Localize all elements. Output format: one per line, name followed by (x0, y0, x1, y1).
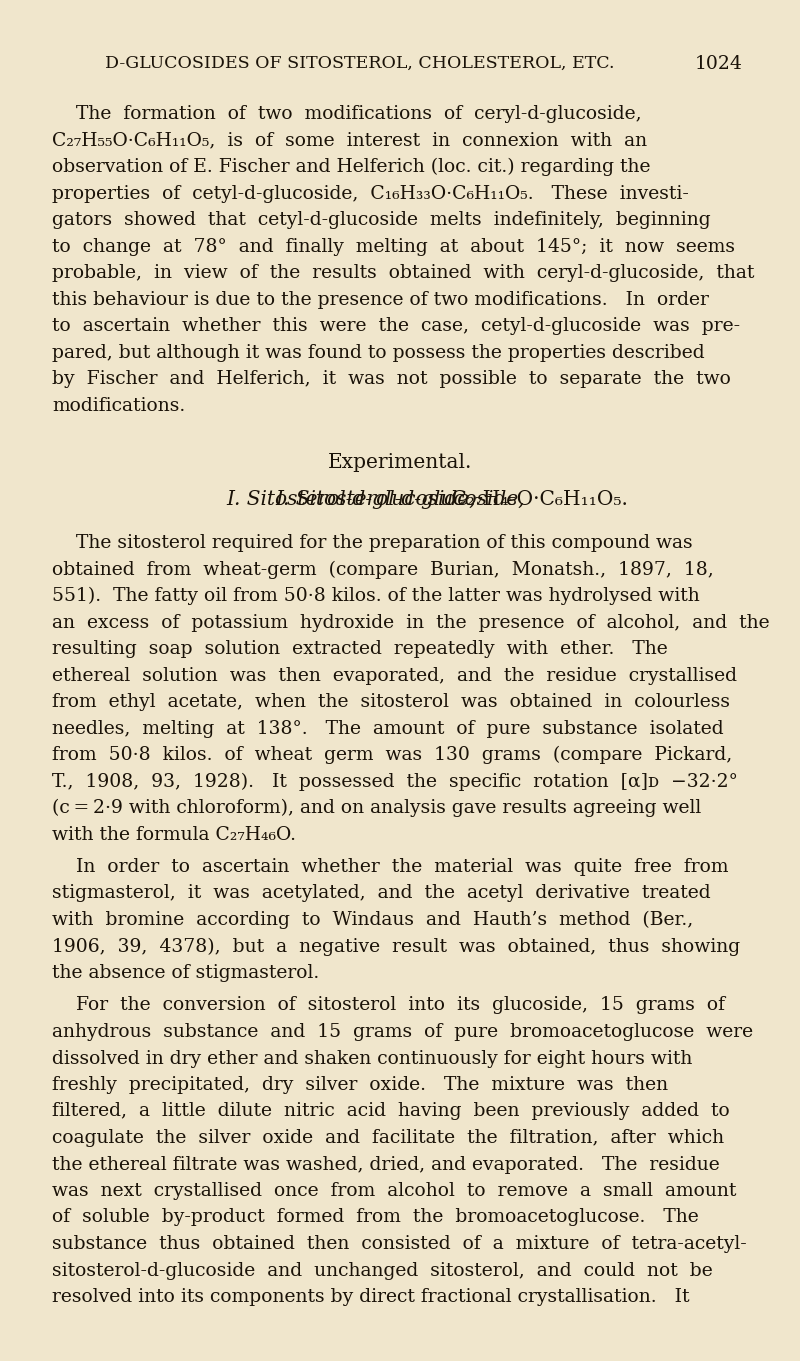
Text: ethereal  solution  was  then  evaporated,  and  the  residue  crystallised: ethereal solution was then evaporated, a… (52, 667, 737, 685)
Text: this behaviour is due to the presence of two modifications.   In  order: this behaviour is due to the presence of… (52, 290, 709, 309)
Text: observation of E. Fischer and Helferich (loc. cit.) regarding the: observation of E. Fischer and Helferich … (52, 158, 650, 177)
Text: freshly  precipitated,  dry  silver  oxide.   The  mixture  was  then: freshly precipitated, dry silver oxide. … (52, 1077, 668, 1094)
Text: anhydrous  substance  and  15  grams  of  pure  bromoacetoglucose  were: anhydrous substance and 15 grams of pure… (52, 1023, 753, 1041)
Text: by  Fischer  and  Helferich,  it  was  not  possible  to  separate  the  two: by Fischer and Helferich, it was not pos… (52, 370, 731, 388)
Text: from  50·8  kilos.  of  wheat  germ  was  130  grams  (compare  Pickard,: from 50·8 kilos. of wheat germ was 130 g… (52, 746, 732, 765)
Text: from  ethyl  acetate,  when  the  sitosterol  was  obtained  in  colourless: from ethyl acetate, when the sitosterol … (52, 693, 730, 710)
Text: properties  of  cetyl-d-glucoside,  C₁₆H₃₃O·C₆H₁₁O₅.   These  investi-: properties of cetyl-d-glucoside, C₁₆H₃₃O… (52, 185, 689, 203)
Text: to  change  at  78°  and  finally  melting  at  about  145°;  it  now  seems: to change at 78° and finally melting at … (52, 238, 735, 256)
Text: substance  thus  obtained  then  consisted  of  a  mixture  of  tetra-acetyl-: substance thus obtained then consisted o… (52, 1234, 746, 1253)
Text: of  soluble  by-product  formed  from  the  bromoacetoglucose.   The: of soluble by-product formed from the br… (52, 1209, 698, 1226)
Text: was  next  crystallised  once  from  alcohol  to  remove  a  small  amount: was next crystallised once from alcohol … (52, 1181, 736, 1200)
Text: modifications.: modifications. (52, 396, 186, 415)
Text: C₂₇H₄₅O·C₆H₁₁O₅.: C₂₇H₄₅O·C₆H₁₁O₅. (446, 490, 628, 509)
Text: pared, but although it was found to possess the properties described: pared, but although it was found to poss… (52, 343, 705, 362)
Text: with the formula C₂₇H₄₆O.: with the formula C₂₇H₄₆O. (52, 826, 296, 844)
Text: resolved into its components by direct fractional crystallisation.   It: resolved into its components by direct f… (52, 1288, 690, 1307)
Text: needles,  melting  at  138°.   The  amount  of  pure  substance  isolated: needles, melting at 138°. The amount of … (52, 720, 724, 738)
Text: coagulate  the  silver  oxide  and  facilitate  the  filtration,  after  which: coagulate the silver oxide and facilitat… (52, 1130, 724, 1147)
Text: C₂₇H₅₅O·C₆H₁₁O₅,  is  of  some  interest  in  connexion  with  an: C₂₇H₅₅O·C₆H₁₁O₅, is of some interest in … (52, 132, 647, 150)
Text: sitosterol-d-glucoside  and  unchanged  sitosterol,  and  could  not  be: sitosterol-d-glucoside and unchanged sit… (52, 1262, 713, 1279)
Text: The sitosterol required for the preparation of this compound was: The sitosterol required for the preparat… (52, 534, 693, 553)
Text: (c = 2·9 with chloroform), and on analysis gave results agreeing well: (c = 2·9 with chloroform), and on analys… (52, 799, 702, 817)
Text: Experimental.: Experimental. (328, 453, 472, 472)
Text: The  formation  of  two  modifications  of  ceryl-d-glucoside,: The formation of two modifications of ce… (52, 105, 642, 122)
Text: In  order  to  ascertain  whether  the  material  was  quite  free  from: In order to ascertain whether the materi… (52, 857, 729, 876)
Text: the absence of stigmasterol.: the absence of stigmasterol. (52, 964, 319, 983)
Text: gators  showed  that  cetyl-d-glucoside  melts  indefinitely,  beginning: gators showed that cetyl-d-glucoside mel… (52, 211, 710, 229)
Text: probable,  in  view  of  the  results  obtained  with  ceryl-d-glucoside,  that: probable, in view of the results obtaine… (52, 264, 754, 282)
Text: filtered,  a  little  dilute  nitric  acid  having  been  previously  added  to: filtered, a little dilute nitric acid ha… (52, 1102, 730, 1120)
Text: obtained  from  wheat-germ  (compare  Burian,  Monatsh.,  1897,  18,: obtained from wheat-germ (compare Burian… (52, 561, 714, 578)
Text: the ethereal filtrate was washed, dried, and evaporated.   The  residue: the ethereal filtrate was washed, dried,… (52, 1155, 720, 1173)
Text: with  bromine  according  to  Windaus  and  Hauth’s  method  (Ber.,: with bromine according to Windaus and Ha… (52, 911, 694, 930)
Text: I. Sitosterol-d-glucoside,: I. Sitosterol-d-glucoside, (275, 490, 525, 509)
Text: I. Sitosterol-d-glucoside,: I. Sitosterol-d-glucoside, (226, 490, 476, 509)
Text: T.,  1908,  93,  1928).   It  possessed  the  specific  rotation  [α]ᴅ  −32·2°: T., 1908, 93, 1928). It possessed the sp… (52, 773, 738, 791)
Text: 551).  The fatty oil from 50·8 kilos. of the latter was hydrolysed with: 551). The fatty oil from 50·8 kilos. of … (52, 587, 700, 606)
Text: stigmasterol,  it  was  acetylated,  and  the  acetyl  derivative  treated: stigmasterol, it was acetylated, and the… (52, 885, 710, 902)
Text: 1024: 1024 (695, 54, 743, 73)
Text: dissolved in dry ether and shaken continuously for eight hours with: dissolved in dry ether and shaken contin… (52, 1049, 692, 1067)
Text: For  the  conversion  of  sitosterol  into  its  glucoside,  15  grams  of: For the conversion of sitosterol into it… (52, 996, 725, 1014)
Text: resulting  soap  solution  extracted  repeatedly  with  ether.   The: resulting soap solution extracted repeat… (52, 640, 668, 657)
Text: D-GLUCOSIDES OF SITOSTEROL, CHOLESTEROL, ETC.: D-GLUCOSIDES OF SITOSTEROL, CHOLESTEROL,… (106, 54, 614, 72)
Text: 1906,  39,  4378),  but  a  negative  result  was  obtained,  thus  showing: 1906, 39, 4378), but a negative result w… (52, 938, 740, 955)
Text: to  ascertain  whether  this  were  the  case,  cetyl-d-glucoside  was  pre-: to ascertain whether this were the case,… (52, 317, 740, 335)
Text: an  excess  of  potassium  hydroxide  in  the  presence  of  alcohol,  and  the: an excess of potassium hydroxide in the … (52, 614, 770, 632)
